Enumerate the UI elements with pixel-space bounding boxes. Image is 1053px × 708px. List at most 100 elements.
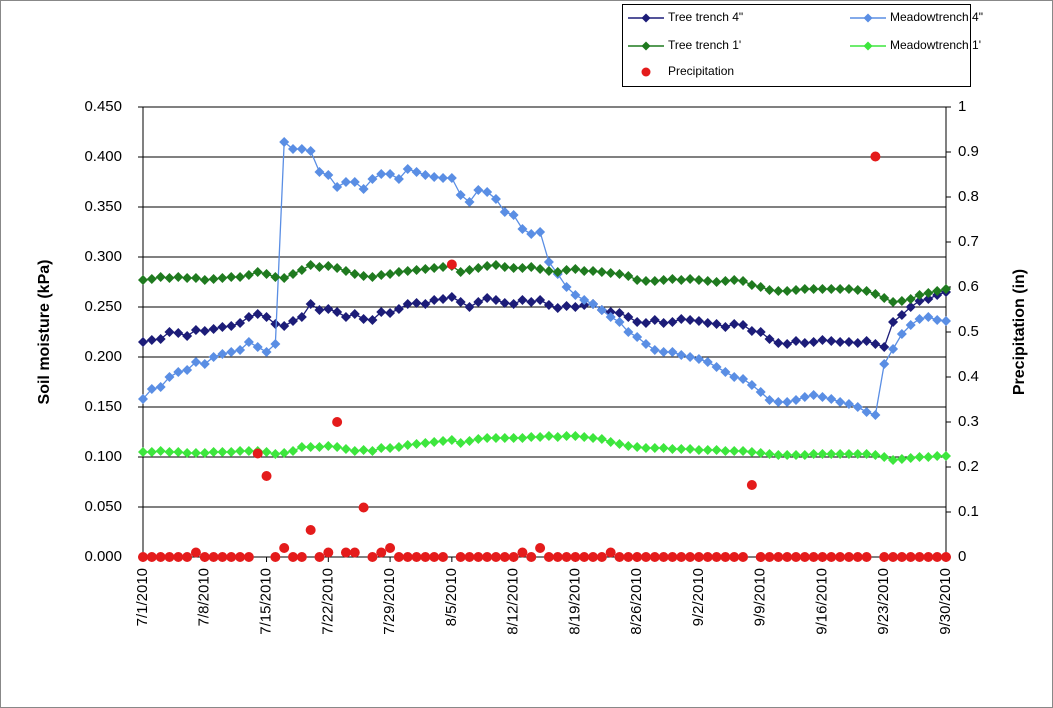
point: [808, 449, 819, 459]
point: [790, 336, 801, 346]
point: [676, 275, 687, 285]
x-tick-label: 8/19/2010: [566, 568, 583, 635]
point: [835, 337, 846, 347]
point: [429, 552, 440, 562]
point: [182, 331, 193, 341]
point: [711, 445, 722, 455]
point: [464, 552, 475, 562]
point: [826, 394, 837, 404]
point: [649, 276, 660, 286]
point: [782, 286, 793, 296]
y-tick-label: 0.150: [84, 398, 122, 415]
point: [932, 552, 943, 562]
point: [199, 552, 210, 562]
point: [270, 272, 281, 282]
legend-label: Meadowtrench 4": [890, 10, 983, 24]
point: [358, 184, 369, 194]
point: [535, 432, 546, 442]
legend-swatch-marker: [641, 67, 651, 77]
point: [755, 282, 766, 292]
point: [208, 352, 219, 362]
point: [640, 318, 651, 328]
point: [146, 274, 157, 284]
point: [729, 319, 740, 329]
point: [596, 267, 607, 277]
point: [490, 552, 501, 562]
point: [455, 190, 466, 200]
point: [773, 397, 784, 407]
point: [323, 547, 334, 558]
point: [543, 266, 554, 276]
point: [535, 227, 546, 237]
point: [332, 442, 343, 452]
point: [296, 265, 307, 275]
point: [402, 266, 413, 276]
point: [561, 282, 572, 292]
point: [296, 442, 307, 452]
point: [861, 552, 872, 562]
point: [482, 293, 493, 303]
point: [861, 449, 872, 459]
point: [923, 288, 934, 298]
point: [896, 552, 907, 562]
point: [235, 318, 246, 328]
point: [649, 345, 660, 355]
point: [623, 327, 634, 337]
point: [764, 334, 775, 344]
point: [605, 312, 616, 322]
point: [173, 367, 184, 377]
point: [746, 280, 757, 290]
point: [543, 431, 554, 441]
x-tick-label: 8/5/2010: [443, 568, 460, 626]
point: [464, 265, 475, 275]
point: [843, 399, 854, 409]
point: [817, 392, 828, 402]
point: [720, 276, 731, 286]
point: [632, 552, 643, 562]
point: [376, 547, 387, 558]
point: [746, 480, 757, 490]
x-tick-label: 9/2/2010: [690, 568, 707, 626]
point: [738, 446, 749, 456]
point: [685, 352, 696, 362]
point: [570, 290, 581, 300]
point: [773, 450, 784, 460]
x-tick-label: 7/22/2010: [319, 568, 336, 635]
point: [155, 382, 166, 392]
point: [138, 394, 148, 404]
point: [270, 449, 281, 459]
point: [685, 444, 696, 454]
point: [446, 173, 457, 183]
point: [138, 447, 148, 457]
point: [464, 302, 475, 312]
point: [358, 314, 369, 324]
point: [226, 347, 237, 357]
point: [835, 284, 846, 294]
point: [402, 299, 413, 309]
point: [385, 269, 396, 279]
point: [367, 272, 378, 282]
point: [438, 262, 449, 272]
point: [323, 304, 334, 314]
point: [535, 543, 546, 553]
y2-tick-label: 0.7: [958, 233, 979, 250]
point: [826, 336, 837, 346]
x-tick-label: 8/26/2010: [628, 568, 645, 635]
point: [676, 444, 687, 454]
legend-swatch-marker: [641, 13, 651, 23]
plot: [138, 137, 951, 562]
point: [667, 347, 678, 357]
point: [561, 552, 572, 562]
point: [879, 359, 890, 369]
point: [861, 407, 872, 417]
point: [199, 359, 210, 369]
y-tick-label: 0.050: [84, 498, 122, 515]
point: [517, 263, 528, 273]
point: [693, 445, 704, 455]
point: [340, 177, 351, 187]
point: [914, 452, 925, 462]
point: [226, 321, 237, 331]
point: [738, 552, 749, 562]
